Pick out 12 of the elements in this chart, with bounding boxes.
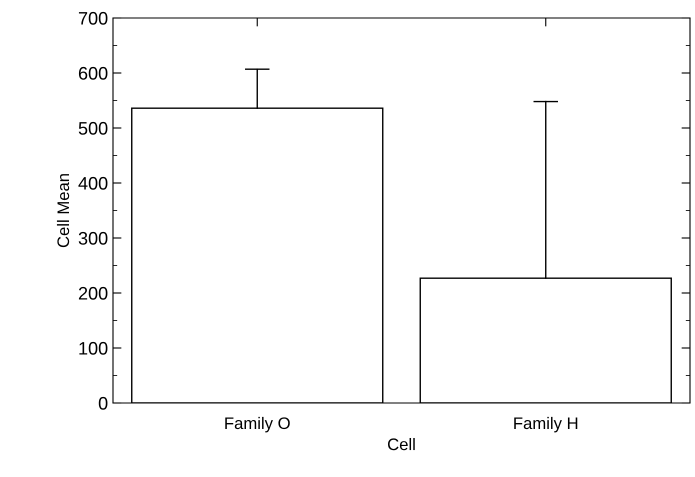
y-tick-label: 100	[79, 342, 108, 355]
x-tick-label: Family H	[514, 416, 578, 432]
y-tick-label: 500	[78, 122, 108, 135]
x-tick-label: Family O	[225, 416, 290, 432]
y-tick-label: 700	[78, 12, 108, 25]
y-tick-label: 300	[78, 232, 108, 245]
x-axis-title: Cell	[388, 438, 415, 450]
y-tick-label: 600	[78, 66, 108, 80]
y-axis-title: Cell Mean	[56, 174, 70, 248]
y-tick-label: 400	[78, 176, 108, 190]
y-tick-label: 200	[78, 286, 108, 300]
y-tick-label: 0	[98, 396, 108, 410]
